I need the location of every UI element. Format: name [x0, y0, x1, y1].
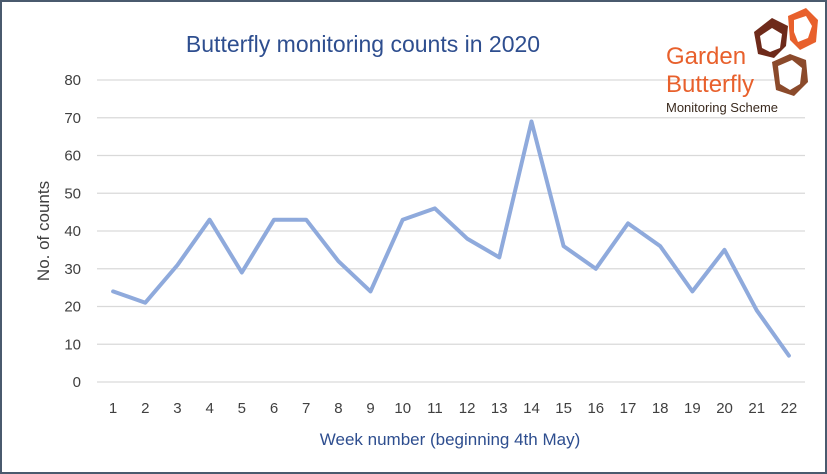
data-point [336, 259, 340, 263]
x-tick-label: 2 [141, 400, 149, 417]
data-point [626, 221, 630, 225]
data-point [304, 218, 308, 222]
x-tick-label: 15 [555, 400, 572, 417]
data-point [562, 244, 566, 248]
x-tick-label: 9 [366, 400, 374, 417]
data-point [240, 271, 244, 275]
data-point [497, 255, 501, 259]
chart-title: Butterfly monitoring counts in 2020 [186, 31, 540, 57]
x-axis-label: Week number (beginning 4th May) [320, 430, 581, 449]
data-point [723, 248, 727, 252]
y-tick-label: 20 [64, 299, 81, 316]
data-point [111, 289, 115, 293]
x-tick-label: 22 [781, 400, 798, 417]
x-tick-label: 21 [748, 400, 765, 417]
data-point [143, 301, 147, 305]
series-layer [111, 119, 791, 358]
y-tick-label: 40 [64, 223, 81, 240]
data-point [529, 120, 533, 124]
data-point [401, 218, 405, 222]
y-tick-label: 70 [64, 110, 81, 127]
data-point [272, 218, 276, 222]
x-tick-label: 19 [684, 400, 701, 417]
data-point [594, 267, 598, 271]
x-tick-label: 6 [270, 400, 278, 417]
x-tick-label: 13 [491, 400, 508, 417]
y-tick-label: 30 [64, 261, 81, 278]
data-point [208, 218, 212, 222]
data-point [369, 289, 373, 293]
data-point [658, 244, 662, 248]
y-tick-label: 60 [64, 148, 81, 165]
data-point [433, 206, 437, 210]
logo-line-garden: Garden [666, 43, 746, 70]
data-point [690, 289, 694, 293]
x-tick-label: 14 [523, 400, 540, 417]
data-point [755, 308, 759, 312]
garden-butterfly-logo: Garden Butterfly Monitoring Scheme [666, 8, 818, 115]
x-tick-label: 8 [334, 400, 342, 417]
x-tick-label: 3 [173, 400, 181, 417]
y-tick-label: 10 [64, 336, 81, 353]
x-tick-label: 20 [716, 400, 733, 417]
data-point [787, 354, 791, 358]
y-tick-label: 50 [64, 185, 81, 202]
x-tick-label: 7 [302, 400, 310, 417]
butterfly-wings-icon [754, 8, 818, 96]
x-tick-label: 10 [394, 400, 411, 417]
y-axis-label: No. of counts [34, 181, 53, 281]
x-tick-label: 16 [587, 400, 604, 417]
data-point [465, 237, 469, 241]
y-axis-ticks: 0 10 20 30 40 50 60 70 80 [64, 72, 81, 391]
x-axis-ticks: 1 2 3 4 5 6 7 8 9 10 11 12 13 14 15 16 17 18 19 20 21 22 [109, 400, 797, 417]
logo-line-butterfly: Butterfly [666, 71, 754, 98]
x-tick-label: 11 [427, 400, 443, 417]
x-tick-label: 1 [109, 400, 117, 417]
x-tick-label: 17 [620, 400, 637, 417]
x-tick-label: 18 [652, 400, 669, 417]
logo-line-scheme: Monitoring Scheme [666, 100, 778, 115]
y-tick-label: 80 [64, 72, 81, 89]
y-tick-label: 0 [73, 374, 81, 391]
x-tick-label: 4 [205, 400, 213, 417]
x-tick-label: 12 [459, 400, 476, 417]
data-point [175, 263, 179, 267]
x-tick-label: 5 [238, 400, 246, 417]
series-line [111, 119, 791, 358]
